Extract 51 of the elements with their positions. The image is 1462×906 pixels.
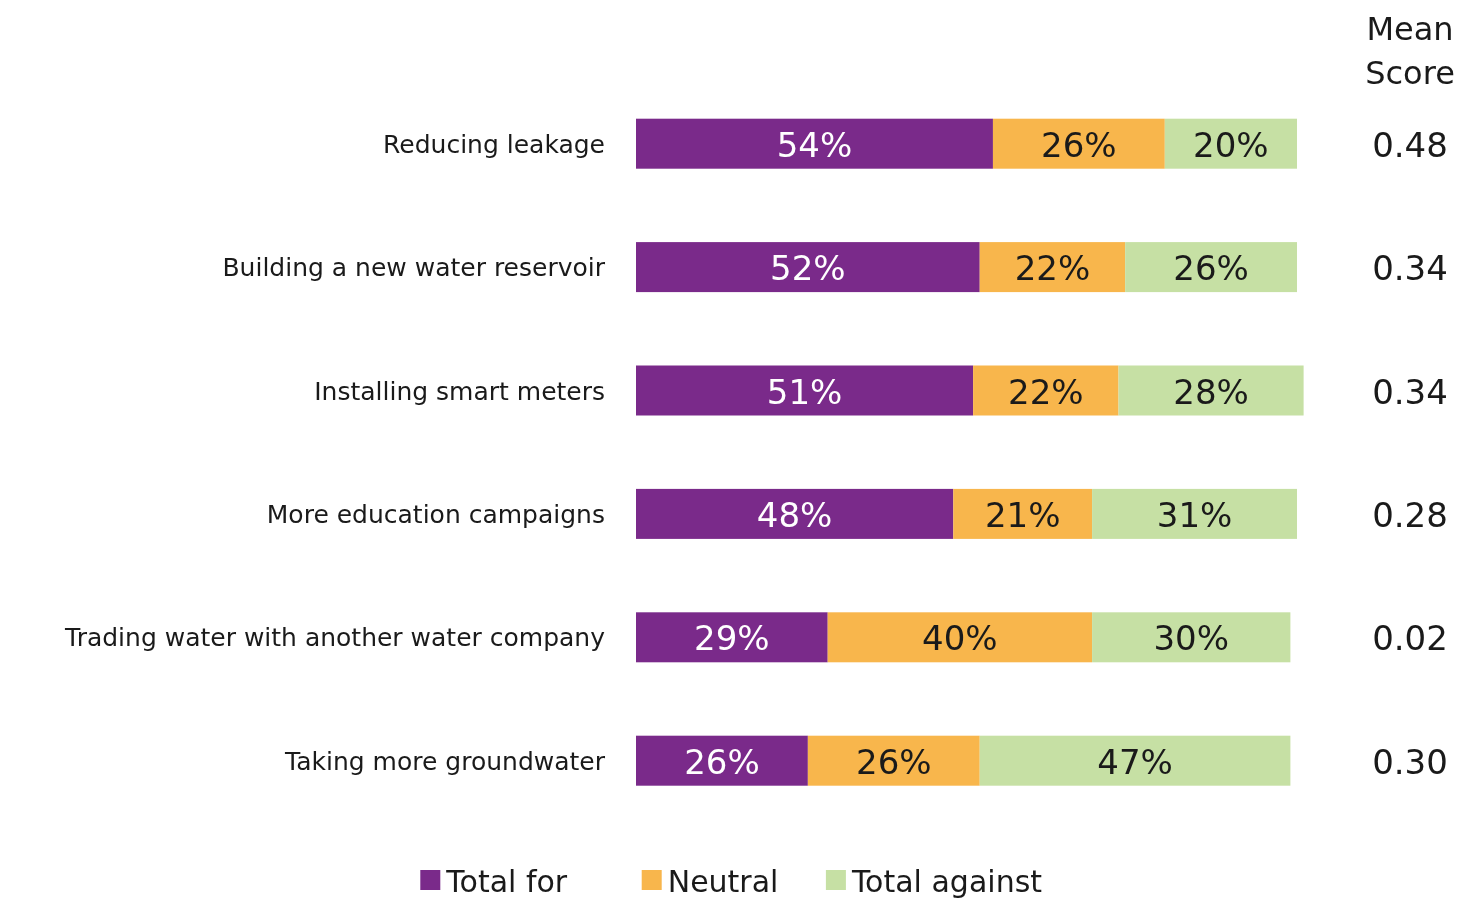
data-label: 47% — [1097, 741, 1173, 782]
legend-label: Total for — [445, 864, 568, 899]
data-label: 21% — [984, 494, 1061, 535]
data-label: 26% — [1173, 248, 1249, 289]
y-tick-label: Building a new water reservoir — [222, 253, 606, 283]
bar — [953, 488, 1093, 539]
legend-label: Total against — [850, 864, 1043, 899]
bar — [636, 118, 993, 169]
data-label: 52% — [770, 248, 846, 289]
bar — [1125, 242, 1297, 293]
bar — [636, 365, 974, 416]
bar — [979, 242, 1126, 293]
bar — [827, 612, 1093, 663]
data-label: 26% — [856, 741, 932, 782]
text: 0.34 — [1372, 371, 1448, 412]
y-tick-label: Taking more groundwater — [284, 746, 606, 776]
data-label: 48% — [756, 494, 833, 535]
data-label: 30% — [1153, 618, 1230, 659]
data-label: 40% — [922, 618, 998, 659]
bar — [1092, 612, 1291, 663]
bar — [636, 735, 808, 786]
data-label: 20% — [1193, 124, 1269, 165]
y-tick-label: Installing smart meters — [314, 376, 605, 406]
bar — [636, 612, 828, 663]
y-tick-label: More education campaigns — [266, 499, 605, 529]
bar — [1092, 488, 1297, 539]
data-label: 31% — [1156, 494, 1233, 535]
data-label: 54% — [776, 124, 853, 165]
bar — [979, 735, 1291, 786]
y-tick-label: Reducing leakage — [383, 129, 605, 159]
data-label: 22% — [1014, 248, 1091, 289]
bar — [1118, 365, 1304, 416]
text: 0.28 — [1372, 494, 1448, 535]
data-label: 29% — [694, 618, 770, 659]
bar — [973, 365, 1119, 416]
bar — [636, 242, 980, 293]
bar — [807, 735, 980, 786]
legend-label: Neutral — [667, 864, 779, 899]
text: 0.02 — [1372, 618, 1448, 659]
bar — [992, 118, 1165, 169]
text: 0.30 — [1372, 741, 1448, 782]
data-label: 26% — [684, 741, 760, 782]
data-label: 28% — [1173, 371, 1249, 412]
y-tick-label: Trading water with another water company — [64, 623, 606, 653]
data-label: 22% — [1008, 371, 1084, 412]
text: 0.34 — [1372, 248, 1448, 289]
data-label: 26% — [1041, 124, 1117, 165]
bar — [636, 488, 954, 539]
text: 0.48 — [1372, 124, 1448, 165]
data-label: 51% — [766, 371, 843, 412]
text: Mean Score — [1365, 10, 1455, 92]
